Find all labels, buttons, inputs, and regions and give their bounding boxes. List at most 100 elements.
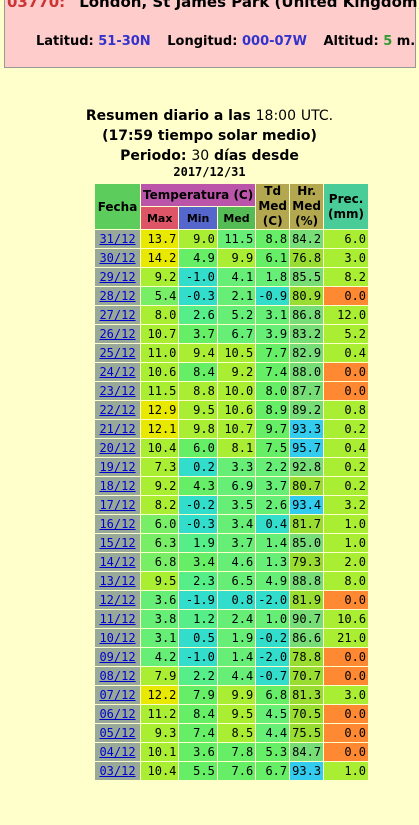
station-header: 03770: London, St James Park (United King… <box>4 0 419 68</box>
table-row: 03/12 10.4 5.5 7.6 6.7 93.3 1.0 <box>95 762 369 780</box>
date-link[interactable]: 22/12 <box>99 403 136 417</box>
prec-cell: 2.0 <box>324 553 369 571</box>
table-row: 31/12 13.7 9.0 11.5 8.8 84.2 6.0 <box>95 230 369 248</box>
prec-cell: 3.2 <box>324 496 369 514</box>
date-link[interactable]: 16/12 <box>99 517 136 531</box>
date-link[interactable]: 20/12 <box>99 441 136 455</box>
max-cell: 12.9 <box>141 401 179 419</box>
hr-cell: 87.7 <box>290 382 324 400</box>
max-cell: 10.7 <box>141 325 179 343</box>
date-link[interactable]: 15/12 <box>99 536 136 550</box>
min-cell: 2.6 <box>179 306 217 324</box>
table-row: 05/12 9.3 7.4 8.5 4.4 75.5 0.0 <box>95 724 369 742</box>
date-link[interactable]: 28/12 <box>99 289 136 303</box>
date-cell: 28/12 <box>95 287 140 305</box>
station-coordinates: Latitud: 51-30N Longitud: 000-07W Altitu… <box>36 34 415 49</box>
table-row: 08/12 7.9 2.2 4.4 -0.7 70.7 0.0 <box>95 667 369 685</box>
date-cell: 13/12 <box>95 572 140 590</box>
date-link[interactable]: 05/12 <box>99 726 136 740</box>
hr-cell: 88.8 <box>290 572 324 590</box>
hr-cell: 93.3 <box>290 762 324 780</box>
date-link[interactable]: 06/12 <box>99 707 136 721</box>
header-hr-med: Hr. Med (%) <box>290 184 324 229</box>
td-cell: 3.1 <box>256 306 290 324</box>
med-cell: 10.6 <box>217 401 256 419</box>
date-link[interactable]: 23/12 <box>99 384 136 398</box>
hr-cell: 76.8 <box>290 249 324 267</box>
td-cell: -0.7 <box>256 667 290 685</box>
min-cell: 9.0 <box>179 230 217 248</box>
table-row: 13/12 9.5 2.3 6.5 4.9 88.8 8.0 <box>95 572 369 590</box>
date-cell: 04/12 <box>95 743 140 761</box>
date-link[interactable]: 25/12 <box>99 346 136 360</box>
hr-cell: 80.9 <box>290 287 324 305</box>
max-cell: 12.2 <box>141 686 179 704</box>
date-cell: 07/12 <box>95 686 140 704</box>
date-link[interactable]: 29/12 <box>99 270 136 284</box>
station-name: London, St James Park (United Kingdom) <box>79 0 419 11</box>
date-link[interactable]: 31/12 <box>99 232 136 246</box>
table-row: 26/12 10.7 3.7 6.7 3.9 83.2 5.2 <box>95 325 369 343</box>
min-cell: 1.2 <box>179 610 217 628</box>
hr-cell: 93.3 <box>290 420 324 438</box>
min-cell: 8.4 <box>179 363 217 381</box>
date-link[interactable]: 09/12 <box>99 650 136 664</box>
hr-cell: 93.4 <box>290 496 324 514</box>
date-link[interactable]: 07/12 <box>99 688 136 702</box>
date-link[interactable]: 18/12 <box>99 479 136 493</box>
summary-date: 2017/12/31 <box>173 165 246 179</box>
date-cell: 18/12 <box>95 477 140 495</box>
date-link[interactable]: 19/12 <box>99 460 136 474</box>
longitude-label: Longitud: <box>167 34 238 49</box>
date-link[interactable]: 04/12 <box>99 745 136 759</box>
hr-cell: 75.5 <box>290 724 324 742</box>
td-cell: 1.0 <box>256 610 290 628</box>
date-cell: 10/12 <box>95 629 140 647</box>
med-cell: 2.4 <box>217 610 256 628</box>
date-link[interactable]: 24/12 <box>99 365 136 379</box>
table-row: 07/12 12.2 7.9 9.9 6.8 81.3 3.0 <box>95 686 369 704</box>
altitude-unit: m. <box>396 34 416 49</box>
prec-cell: 0.0 <box>324 382 369 400</box>
date-link[interactable]: 08/12 <box>99 669 136 683</box>
min-cell: -1.0 <box>179 268 217 286</box>
table-row: 20/12 10.4 6.0 8.1 7.5 95.7 0.4 <box>95 439 369 457</box>
prec-cell: 0.0 <box>324 743 369 761</box>
med-cell: 8.5 <box>217 724 256 742</box>
table-row: 30/12 14.2 4.9 9.9 6.1 76.8 3.0 <box>95 249 369 267</box>
date-link[interactable]: 27/12 <box>99 308 136 322</box>
date-link[interactable]: 26/12 <box>99 327 136 341</box>
date-link[interactable]: 12/12 <box>99 593 136 607</box>
table-row: 28/12 5.4 -0.3 2.1 -0.9 80.9 0.0 <box>95 287 369 305</box>
date-link[interactable]: 17/12 <box>99 498 136 512</box>
date-cell: 15/12 <box>95 534 140 552</box>
latitude-value: 51-30N <box>98 34 151 49</box>
header-prec: Prec. (mm) <box>324 184 369 229</box>
td-cell: -2.0 <box>256 648 290 666</box>
max-cell: 11.2 <box>141 705 179 723</box>
prec-cell: 8.2 <box>324 268 369 286</box>
date-link[interactable]: 21/12 <box>99 422 136 436</box>
date-link[interactable]: 13/12 <box>99 574 136 588</box>
min-cell: 3.6 <box>179 743 217 761</box>
td-cell: 2.6 <box>256 496 290 514</box>
prec-cell: 0.0 <box>324 363 369 381</box>
table-row: 23/12 11.5 8.8 10.0 8.0 87.7 0.0 <box>95 382 369 400</box>
prec-cell: 3.0 <box>324 686 369 704</box>
date-link[interactable]: 11/12 <box>99 612 136 626</box>
date-link[interactable]: 14/12 <box>99 555 136 569</box>
table-row: 27/12 8.0 2.6 5.2 3.1 86.8 12.0 <box>95 306 369 324</box>
hr-cell: 82.9 <box>290 344 324 362</box>
max-cell: 14.2 <box>141 249 179 267</box>
table-row: 14/12 6.8 3.4 4.6 1.3 79.3 2.0 <box>95 553 369 571</box>
max-cell: 6.8 <box>141 553 179 571</box>
date-link[interactable]: 03/12 <box>99 764 136 778</box>
max-cell: 3.1 <box>141 629 179 647</box>
min-cell: 7.4 <box>179 724 217 742</box>
date-link[interactable]: 10/12 <box>99 631 136 645</box>
prec-cell: 5.2 <box>324 325 369 343</box>
med-cell: 10.0 <box>217 382 256 400</box>
table-body: 31/12 13.7 9.0 11.5 8.8 84.2 6.0 30/12 14.2 4.9 9.… <box>95 230 369 780</box>
date-cell: 12/12 <box>95 591 140 609</box>
date-link[interactable]: 30/12 <box>99 251 136 265</box>
